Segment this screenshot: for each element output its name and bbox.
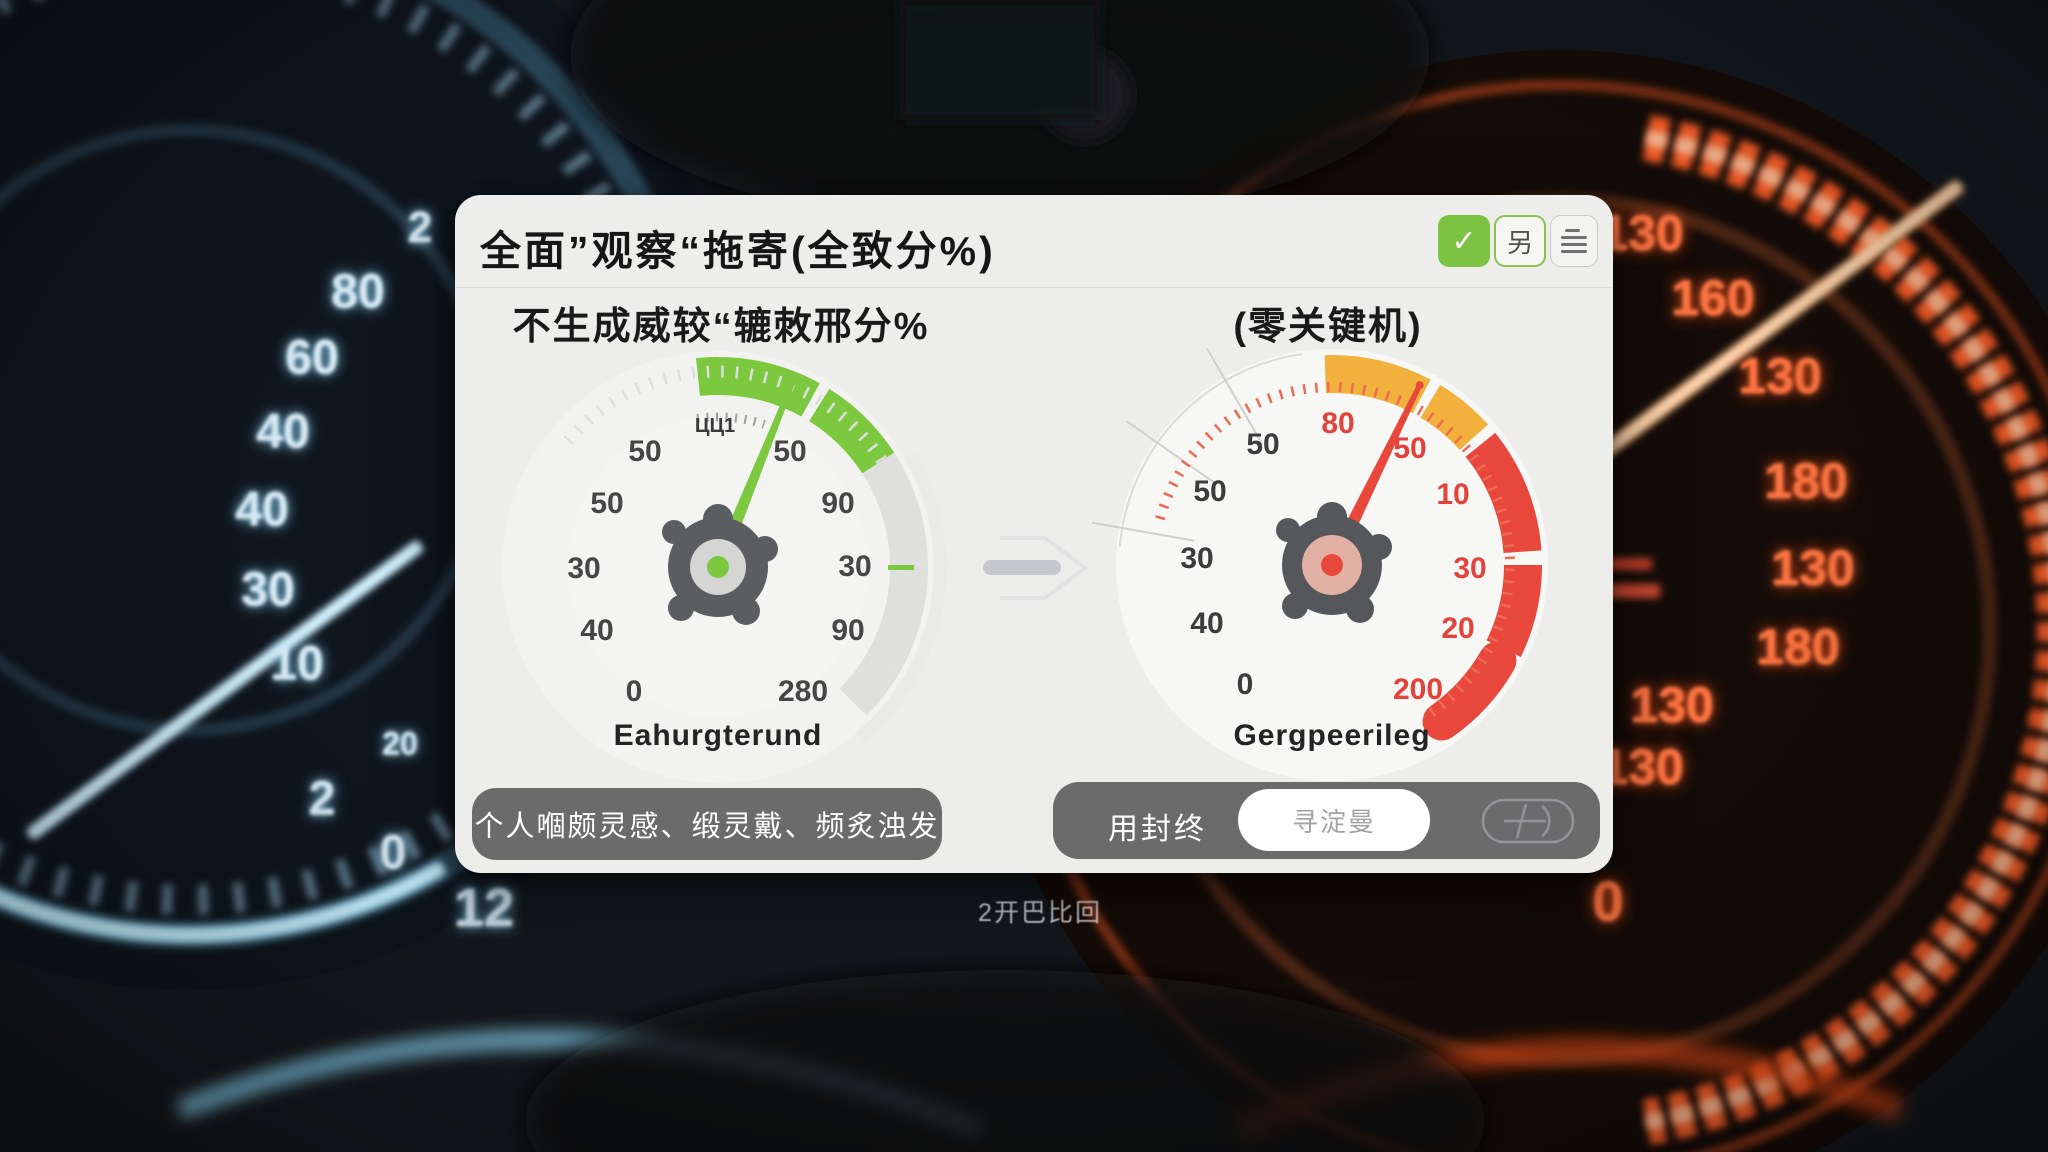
tick-label: 200 [1393,673,1443,706]
bg-dial-number: 180 [1756,619,1840,675]
bg-dial-number: 2 [407,203,433,252]
arrow-icon [1481,798,1575,844]
footer-pill-input[interactable]: 寻淀曼 [1238,789,1430,851]
bg-dial-number: 60 [285,331,339,385]
right-gauge-caption: Gergpeerileg [1233,719,1431,752]
bg-dial-number: 40 [256,405,310,459]
tick-label: 0 [1237,668,1254,701]
menu-icon [1561,229,1587,253]
gauge-comparison-card: 全面”观察“拖寄(全致分%) ✓ 另 不生成威较“辘敇邢分% (零关键机) [455,195,1613,873]
bg-center-machinery [525,0,1485,1152]
tick-label: 0 [626,675,643,708]
menu-button[interactable] [1550,215,1598,267]
bg-dial-number: 0 [379,826,407,880]
bg-dial-number: 2 [308,772,336,826]
tick-label: 50 [1246,428,1279,461]
tick-label: 50 [1393,432,1426,465]
confirm-button[interactable]: ✓ [1438,215,1490,267]
bg-dial-number: 130 [1630,677,1714,733]
check-icon: ✓ [1451,224,1477,258]
left-gauge-hub [662,504,778,625]
left-gauge-heading: 不生成威较“辘敇邢分% [512,306,930,348]
card-title: 全面”观察“拖寄(全致分%) [480,228,996,274]
right-gauge-chart: 50 50 30 40 0 80 50 10 30 20 200 [1092,348,1548,781]
bg-dial-number: 130 [1600,739,1684,795]
tick-label: 30 [1453,552,1486,585]
bg-dial-number: 180 [1764,453,1848,509]
left-gauge-chart: ЦЦ1 50 50 90 30 90 280 0 40 30 50 [502,351,947,783]
left-gauge-green-arc [696,356,820,417]
bg-dial-number: 30 [241,563,295,617]
bg-dial-number: 80 [331,265,385,319]
below-card-caption: 2开巴比回 [978,899,1102,927]
bg-dial-number: 40 [235,483,289,537]
next-arrow-button[interactable] [1480,797,1576,845]
transition-arrow-icon [983,536,1089,600]
right-gauge-hub [1276,502,1392,623]
tick-label: 50 [1193,475,1226,508]
right-footer-label: 用封终 [1108,813,1207,846]
secondary-glyph: 另 [1506,227,1533,258]
bg-dial-number: 130 [1600,205,1684,261]
left-gauge-track [839,452,929,716]
tick-label: 90 [821,487,854,520]
bg-dial-number: 160 [1671,270,1755,326]
title-divider [455,287,1613,288]
tick-label: 40 [1190,607,1223,640]
bg-dial-number: 10 [270,637,324,691]
left-footer-button-label: 个人嗰颇灵感、缎灵戴、频炙浊发 [474,811,940,843]
secondary-toggle-button[interactable]: 另 [1494,215,1546,267]
right-gauge-heading: (零关键机) [1233,306,1423,348]
footer-pill-label: 寻淀曼 [1291,806,1376,837]
tick-label: 280 [778,675,828,708]
bg-dial-number: 20 [382,725,418,762]
left-gauge-caption: Eahurgterund [613,719,823,752]
tick-label: 30 [567,552,600,585]
tick-label: 30 [838,550,871,583]
left-footer-button[interactable]: 个人嗰颇灵感、缎灵戴、频炙浊发 [472,788,942,860]
tick-label: 50 [773,435,806,468]
bg-dial-number: 12 [453,878,515,938]
bg-dial-number: 130 [1771,540,1855,596]
tick-label: 40 [580,614,613,647]
tick-label: 50 [590,487,623,520]
bg-dial-number: 0 [1592,869,1624,933]
right-gauge-red-arc [1465,432,1542,554]
tick-label: 90 [831,614,864,647]
bg-dial-number: 130 [1738,348,1822,404]
tick-label: 10 [1436,478,1469,511]
left-gauge-small-label: ЦЦ1 [695,415,735,437]
tick-label: 50 [628,435,661,468]
tick-label: 20 [1441,612,1474,645]
tick-label: 80 [1321,407,1354,440]
right-footer-bar: 用封终 寻淀曼 [1053,782,1600,859]
tick-label: 30 [1180,542,1213,575]
